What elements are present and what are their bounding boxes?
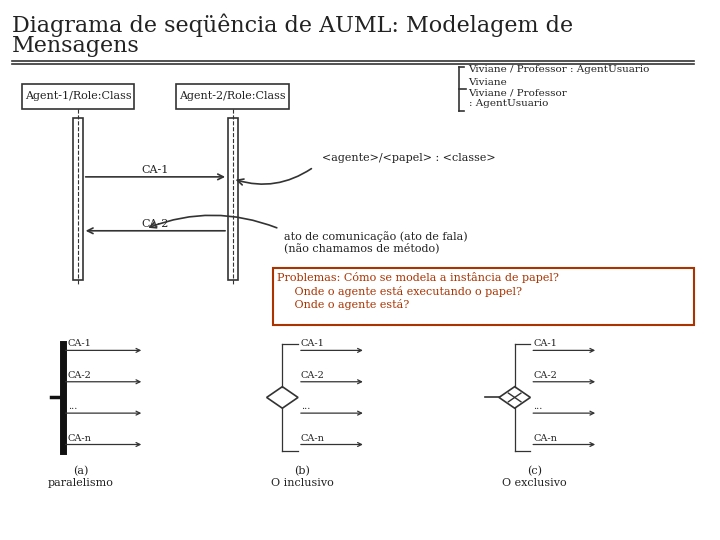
Text: CA-1: CA-1 <box>142 165 169 175</box>
Text: O exclusivo: O exclusivo <box>502 478 567 488</box>
Text: CA-1: CA-1 <box>68 340 91 348</box>
Text: CA-2: CA-2 <box>142 219 169 229</box>
Text: Agent-1/Role:Class: Agent-1/Role:Class <box>24 91 131 102</box>
Text: CA-n: CA-n <box>534 434 557 443</box>
Text: (c): (c) <box>527 466 541 476</box>
Text: CA-n: CA-n <box>301 434 325 443</box>
Bar <box>228 118 238 280</box>
Text: CA-2: CA-2 <box>534 371 557 380</box>
Text: Onde o agente está?: Onde o agente está? <box>277 299 410 310</box>
Bar <box>73 118 83 280</box>
Text: Diagrama de seqüência de AUML: Modelagem de: Diagrama de seqüência de AUML: Modelagem… <box>12 13 573 37</box>
Text: : AgentUsuario: : AgentUsuario <box>469 99 548 109</box>
Text: paralelismo: paralelismo <box>48 478 113 488</box>
Text: <agente>/<papel> : <classe>: <agente>/<papel> : <classe> <box>322 153 495 163</box>
Text: ...: ... <box>534 402 543 411</box>
Text: (b): (b) <box>294 466 310 476</box>
Text: (não chamamos de método): (não chamamos de método) <box>284 242 440 253</box>
Text: ato de comunicação (ato de fala): ato de comunicação (ato de fala) <box>284 231 468 241</box>
Text: CA-1: CA-1 <box>534 340 557 348</box>
Text: Mensagens: Mensagens <box>12 35 140 57</box>
Text: Onde o agente está executando o papel?: Onde o agente está executando o papel? <box>277 286 523 296</box>
Text: CA-n: CA-n <box>68 434 91 443</box>
Text: O inclusivo: O inclusivo <box>271 478 333 488</box>
Text: CA-2: CA-2 <box>68 371 91 380</box>
Text: Agent-2/Role:Class: Agent-2/Role:Class <box>179 91 286 102</box>
Bar <box>273 268 694 325</box>
Bar <box>176 84 289 109</box>
Text: Viviane / Professor : AgentUsuario: Viviane / Professor : AgentUsuario <box>469 65 650 74</box>
Text: (a): (a) <box>73 466 88 476</box>
Bar <box>22 84 135 109</box>
Text: CA-2: CA-2 <box>301 371 325 380</box>
Text: Viviane / Professor: Viviane / Professor <box>469 89 567 98</box>
Text: CA-1: CA-1 <box>301 340 325 348</box>
Text: Viviane: Viviane <box>469 78 508 87</box>
Text: ...: ... <box>68 402 77 411</box>
Text: ...: ... <box>301 402 310 411</box>
Text: Problemas: Cómo se modela a instância de papel?: Problemas: Cómo se modela a instância de… <box>277 272 559 283</box>
